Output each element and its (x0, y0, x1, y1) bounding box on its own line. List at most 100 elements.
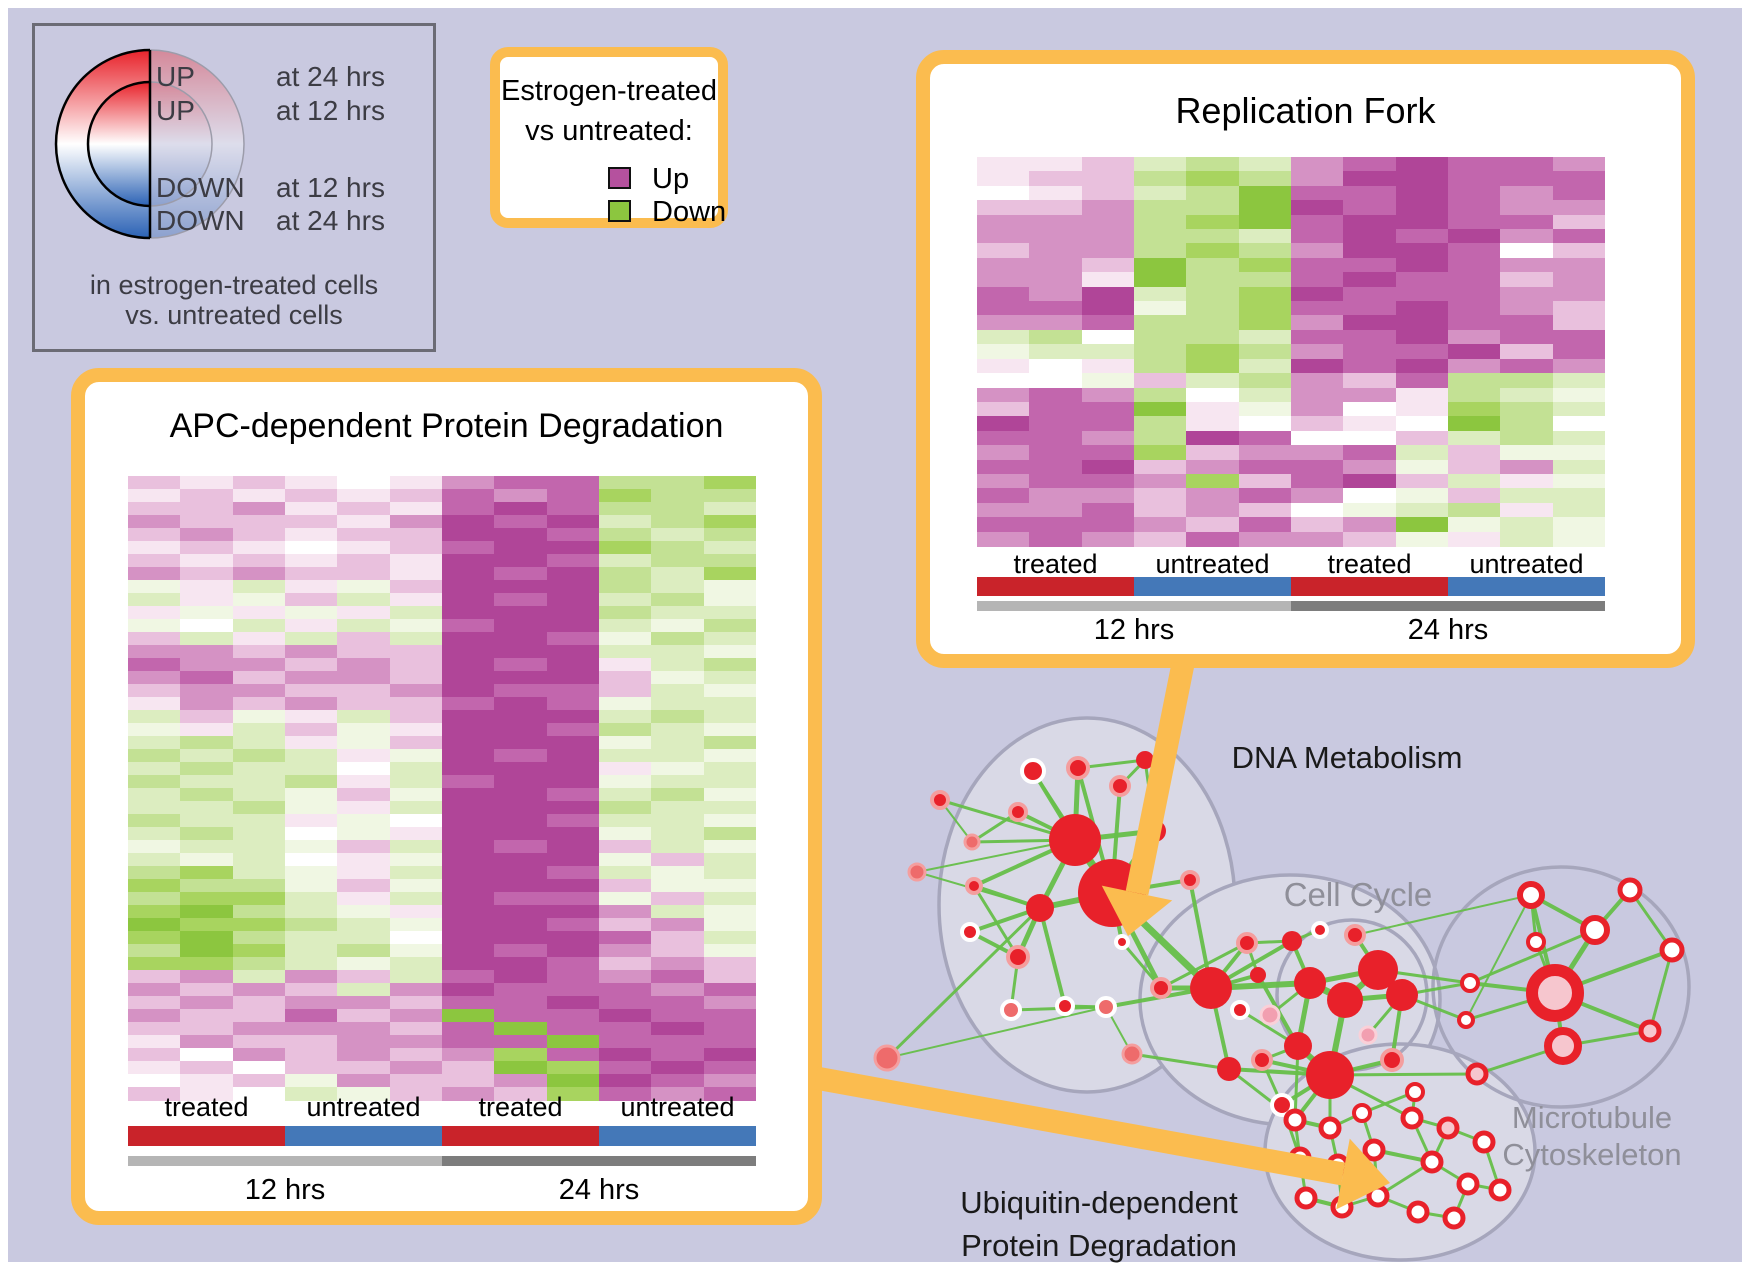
heatmap-cell (337, 541, 390, 555)
heatmap-cell (441, 1009, 495, 1023)
heatmap-cell (1447, 229, 1501, 245)
heatmap-cell (1500, 488, 1553, 504)
heatmap-cell (1238, 171, 1291, 187)
heatmap-row (977, 358, 1605, 374)
heatmap-cell (389, 944, 442, 958)
heatmap-cell (232, 1035, 285, 1049)
heatmap-cell (1081, 445, 1134, 461)
heatmap-cell (1133, 229, 1187, 245)
heatmap-cell (1081, 502, 1134, 518)
heatmap-cell (284, 528, 338, 542)
heatmap-cell (128, 645, 181, 659)
heatmap-cell (651, 684, 704, 698)
heatmap-cell (337, 1035, 390, 1049)
heatmap-cell (1552, 373, 1605, 389)
heatmap-cell (598, 931, 652, 945)
heatmap-cell (128, 762, 181, 776)
heatmap-row (977, 531, 1605, 547)
heatmap-cell (1395, 344, 1448, 360)
heatmap-cell (1081, 517, 1134, 533)
heatmap-cell (1447, 416, 1501, 432)
heatmap-cell (703, 892, 756, 906)
heatmap-cell (651, 710, 704, 724)
heatmap-cell (128, 671, 181, 685)
time-label: 24 hrs (1407, 614, 1489, 646)
condition-label: treated (164, 1092, 249, 1122)
heatmap-cell (128, 541, 181, 555)
heatmap-cell (1552, 257, 1605, 273)
heatmap-cell (1290, 157, 1344, 172)
heatmap-cell (1133, 257, 1187, 273)
replication-fork-heatmap (977, 157, 1605, 547)
heatmap-cell (703, 684, 756, 698)
heatmap-cell (128, 554, 181, 568)
heatmap-cell (389, 632, 442, 646)
heatmap-cell (337, 905, 390, 919)
heatmap-cell (284, 970, 338, 984)
heatmap-cell (598, 840, 652, 854)
heatmap-cell (232, 762, 285, 776)
heatmap-cell (1238, 272, 1291, 288)
heatmap-cell (128, 1022, 181, 1036)
heatmap-cell (1552, 517, 1605, 533)
heatmap-cell (1395, 459, 1448, 475)
heatmap-cell (1343, 157, 1396, 172)
heatmap-cell (1290, 286, 1344, 302)
heatmap-cell (441, 567, 495, 581)
heatmap-cell (977, 301, 1030, 317)
heatmap-cell (1133, 401, 1187, 417)
heatmap-cell (494, 905, 547, 919)
heatmap-cell (1552, 243, 1605, 259)
heatmap-cell (1029, 243, 1082, 259)
heatmap-cell (180, 528, 233, 542)
heatmap-row (128, 1074, 756, 1088)
heatmap-cell (284, 814, 338, 828)
heatmap-cell (128, 788, 181, 802)
heatmap-cell (389, 957, 442, 971)
heatmap-cell (232, 1061, 285, 1075)
heatmap-row (977, 171, 1605, 187)
heatmap-cell (180, 957, 233, 971)
heatmap-cell (441, 944, 495, 958)
heatmap-cell (598, 658, 652, 672)
heatmap-cell (1447, 286, 1501, 302)
heatmap-cell (651, 567, 704, 581)
heatmap-cell (1133, 344, 1187, 360)
heatmap-cell (180, 502, 233, 516)
heatmap-cell (441, 541, 495, 555)
heatmap-row (977, 286, 1605, 302)
heatmap-cell (284, 1022, 338, 1036)
heatmap-row (128, 814, 756, 828)
heatmap-cell (128, 580, 181, 594)
heatmap-row (128, 853, 756, 867)
heatmap-cell (1552, 488, 1605, 504)
heatmap-cell (651, 918, 704, 932)
heatmap-cell (703, 866, 756, 880)
heatmap-cell (1395, 502, 1448, 518)
heatmap-cell (337, 671, 390, 685)
heatmap-cell (337, 684, 390, 698)
heatmap-cell (546, 684, 599, 698)
heatmap-cell (703, 944, 756, 958)
heatmap-cell (1238, 488, 1291, 504)
heatmap-cell (1447, 257, 1501, 273)
heatmap-cell (1343, 373, 1396, 389)
heatmap-cell (1447, 373, 1501, 389)
heatmap-cell (651, 541, 704, 555)
condition-bar (128, 1126, 285, 1146)
heatmap-cell (284, 905, 338, 919)
heatmap-cell (598, 515, 652, 529)
up-color-swatch (608, 167, 631, 189)
heatmap-cell (389, 827, 442, 841)
heatmap-cell (1186, 502, 1239, 518)
heatmap-cell (546, 541, 599, 555)
heatmap-cell (1447, 488, 1501, 504)
heatmap-cell (1395, 387, 1448, 403)
heatmap-cell (977, 430, 1030, 446)
heatmap-cell (1133, 473, 1187, 489)
heatmap-cell (1029, 401, 1082, 417)
heatmap-cell (1343, 243, 1396, 259)
legend-up24-time: at 24 hrs (276, 61, 385, 92)
heatmap-cell (1081, 358, 1134, 374)
heatmap-row (977, 243, 1605, 259)
